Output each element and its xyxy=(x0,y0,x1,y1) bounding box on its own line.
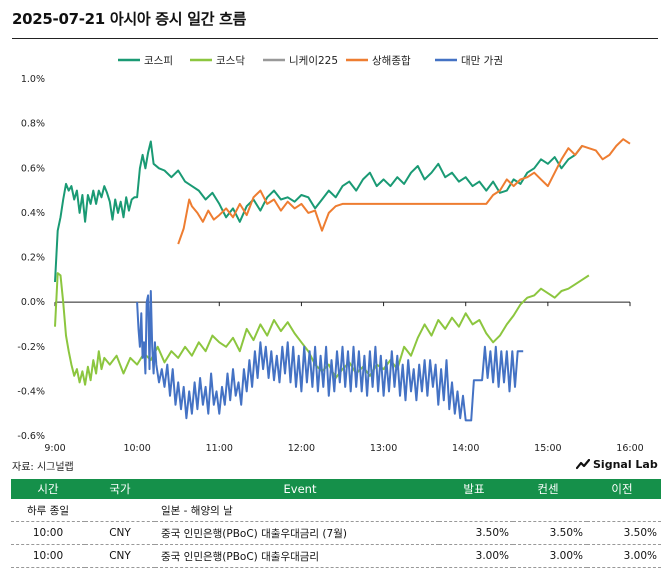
legend-label: 대만 가권 xyxy=(461,55,503,67)
y-tick-label: 0.8% xyxy=(21,119,45,130)
legend-label: 코스닥 xyxy=(216,55,245,67)
line-chart: -0.6% -0.4% -0.2% 0.0% 0.2% 0.4% 0.6% 0.8% 1.0% 9… xyxy=(17,54,643,454)
signal-lab-icon xyxy=(576,458,590,469)
cell-time: 하루 종일 xyxy=(11,499,85,522)
cell-consensus: 3.00% xyxy=(513,544,587,568)
x-tick-label: 14:00 xyxy=(452,443,479,454)
cell-consensus: 3.50% xyxy=(513,521,587,545)
header-previous: 이전 xyxy=(587,479,661,499)
source-note: 자료: 시그널랩 xyxy=(12,462,74,473)
x-tick-label: 9:00 xyxy=(44,443,65,454)
cell-country: CNY xyxy=(85,521,155,545)
cell-actual: 3.50% xyxy=(439,521,513,545)
cell-event: 중국 인민은행(PBoC) 대출우대금리 (7월) xyxy=(155,521,439,545)
brand-name: Signal Lab xyxy=(593,458,658,471)
header-actual: 발표 xyxy=(439,479,513,499)
y-tick-label: 1.0% xyxy=(21,74,45,85)
series-line xyxy=(54,140,583,283)
x-tick-label: 13:00 xyxy=(370,443,397,454)
cell-consensus xyxy=(513,499,587,522)
header-country: 국가 xyxy=(85,479,155,499)
cell-actual: 3.00% xyxy=(439,544,513,568)
header-time: 시간 xyxy=(11,479,85,499)
cell-event: 일본 - 해양의 날 xyxy=(155,499,439,522)
cell-time: 10:00 xyxy=(11,521,85,545)
cell-previous: 3.00% xyxy=(587,544,661,568)
x-tick-label: 11:00 xyxy=(206,443,233,454)
header-event: Event xyxy=(155,479,439,499)
series-line xyxy=(54,272,590,386)
cell-time: 10:00 xyxy=(11,544,85,568)
economic-calendar-table: 시간 국가 Event 발표 컨센 이전 하루 종일 일본 - 해양의 날 10… xyxy=(11,479,661,568)
y-tick-label: -0.6% xyxy=(17,431,45,442)
x-tick-label: 15:00 xyxy=(534,443,561,454)
header-consensus: 컨센 xyxy=(513,479,587,499)
table-header-row: 시간 국가 Event 발표 컨센 이전 xyxy=(11,479,661,499)
title-divider xyxy=(12,38,658,39)
y-tick-label: 0.4% xyxy=(21,208,45,219)
cell-previous xyxy=(587,499,661,522)
y-tick-label: 0.2% xyxy=(21,253,45,264)
cell-previous: 3.50% xyxy=(587,521,661,545)
legend-label: 상해종합 xyxy=(372,54,411,67)
x-tick-label: 10:00 xyxy=(123,443,150,454)
y-tick-label: -0.4% xyxy=(17,386,45,397)
page-title: 2025-07-21 아시아 증시 일간 흐름 xyxy=(12,10,247,28)
x-tick-label: 12:00 xyxy=(288,443,315,454)
y-tick-label: 0.6% xyxy=(21,163,45,174)
brand-logo: Signal Lab xyxy=(576,458,658,471)
table-row: 하루 종일 일본 - 해양의 날 xyxy=(11,499,661,522)
series-line xyxy=(177,138,631,245)
legend-label: 코스피 xyxy=(144,55,173,67)
table-row: 10:00 CNY 중국 인민은행(PBoC) 대출우대금리 3.00% 3.0… xyxy=(11,544,661,568)
cell-country: CNY xyxy=(85,544,155,568)
y-tick-label: 0.0% xyxy=(21,297,45,308)
table-row: 10:00 CNY 중국 인민은행(PBoC) 대출우대금리 (7월) 3.50… xyxy=(11,521,661,545)
y-tick-label: -0.2% xyxy=(17,342,45,353)
cell-event: 중국 인민은행(PBoC) 대출우대금리 xyxy=(155,544,439,568)
x-tick-label: 16:00 xyxy=(616,443,643,454)
legend-label: 니케이225 xyxy=(289,55,338,67)
series-line xyxy=(136,290,524,422)
cell-country xyxy=(85,499,155,522)
cell-actual xyxy=(439,499,513,522)
